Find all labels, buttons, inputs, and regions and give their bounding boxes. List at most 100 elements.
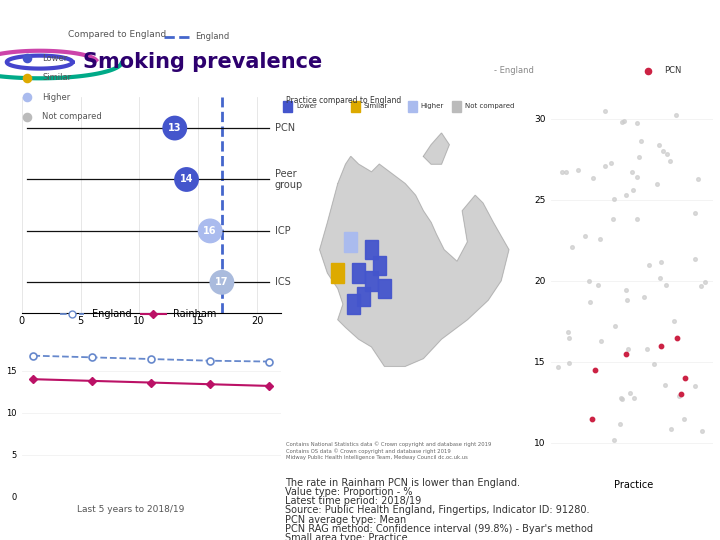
Point — [657, 147, 669, 156]
Point — [643, 261, 654, 269]
Text: Lower: Lower — [42, 54, 68, 63]
Text: 24: 24 — [10, 11, 27, 24]
Point — [552, 362, 564, 371]
Point — [631, 214, 642, 223]
Polygon shape — [423, 133, 449, 164]
Point — [631, 172, 643, 181]
Point — [620, 349, 631, 358]
Point — [664, 157, 675, 165]
Point — [594, 234, 606, 243]
Text: PCN average type: Mean: PCN average type: Mean — [285, 515, 406, 524]
Point — [628, 394, 639, 402]
Point — [661, 150, 672, 159]
Point — [615, 394, 626, 402]
Text: 17: 17 — [215, 278, 229, 287]
Point — [665, 424, 677, 433]
Text: PCN RAG method: Confidence interval (99.8%) - Byar's method: PCN RAG method: Confidence interval (99.… — [285, 524, 593, 534]
Text: Last 5 years to 2018/19: Last 5 years to 2018/19 — [77, 505, 184, 514]
Point — [671, 333, 683, 342]
Point — [560, 167, 572, 176]
Text: Practice compared to England: Practice compared to England — [286, 96, 401, 105]
Point — [610, 322, 621, 330]
Point — [562, 328, 574, 337]
Bar — [344, 232, 357, 252]
Point — [16, 222, 27, 231]
Point — [655, 257, 667, 266]
Point — [16, 231, 27, 240]
Point — [628, 186, 639, 195]
Point — [696, 427, 708, 436]
Point — [169, 124, 181, 132]
Point — [675, 390, 686, 399]
Point — [679, 374, 690, 382]
Point — [556, 167, 567, 176]
Point — [616, 118, 627, 127]
Legend: England, Rainham: England, Rainham — [56, 305, 220, 323]
Text: Peer
group: Peer group — [275, 168, 303, 190]
Point — [606, 159, 617, 168]
Point — [616, 395, 628, 403]
Point — [689, 209, 701, 218]
Text: England: England — [195, 32, 230, 41]
Text: 14: 14 — [180, 174, 193, 185]
Point — [572, 166, 584, 175]
Text: Similar: Similar — [42, 73, 71, 82]
Point — [566, 243, 577, 252]
Point — [621, 191, 632, 199]
Point — [653, 140, 665, 149]
Text: Value type: Proportion - %: Value type: Proportion - % — [285, 487, 413, 497]
Point — [700, 278, 711, 286]
Point — [585, 298, 596, 306]
Point — [678, 415, 690, 423]
Point — [689, 254, 701, 263]
Point — [608, 194, 620, 203]
Point — [618, 117, 630, 126]
Text: - England: - England — [494, 66, 534, 76]
Bar — [365, 271, 378, 291]
Text: Not compared: Not compared — [465, 103, 514, 109]
Bar — [284, 101, 292, 112]
Point — [563, 333, 575, 342]
Point — [204, 227, 216, 235]
Point — [642, 345, 653, 354]
Bar — [408, 101, 417, 112]
Point — [660, 381, 671, 389]
Point — [623, 345, 634, 353]
Point — [631, 119, 643, 127]
Text: Contains National Statistics data © Crown copyright and database right 2019
Cont: Contains National Statistics data © Crow… — [286, 442, 491, 460]
Bar — [352, 264, 365, 283]
Text: Source: Public Health England, Fingertips, Indicator ID: 91280.: Source: Public Health England, Fingertip… — [285, 505, 590, 515]
Text: Lower: Lower — [297, 103, 318, 109]
Point — [181, 175, 192, 184]
Point — [608, 436, 620, 444]
Point — [661, 281, 672, 289]
Bar — [378, 279, 391, 298]
Point — [624, 388, 636, 397]
Bar — [365, 240, 378, 259]
Point — [599, 107, 611, 116]
Text: Higher: Higher — [420, 103, 444, 109]
Bar — [347, 294, 360, 314]
Text: 16: 16 — [203, 226, 217, 236]
Point — [600, 162, 611, 171]
Point — [564, 359, 575, 367]
Point — [16, 227, 27, 235]
Point — [586, 414, 598, 423]
Point — [621, 295, 633, 304]
Point — [696, 282, 707, 291]
Point — [621, 286, 632, 295]
Bar — [351, 101, 360, 112]
Point — [668, 317, 680, 326]
Bar — [357, 287, 370, 306]
Point — [614, 420, 626, 428]
Text: Not compared: Not compared — [42, 112, 102, 121]
Polygon shape — [320, 157, 509, 366]
Point — [652, 180, 663, 188]
Point — [608, 214, 619, 223]
Point — [626, 167, 638, 176]
Text: ICS: ICS — [275, 278, 291, 287]
Text: Latest time period: 2018/19: Latest time period: 2018/19 — [285, 496, 421, 506]
Text: 13: 13 — [168, 123, 181, 133]
Bar — [452, 101, 461, 112]
Point — [580, 232, 591, 240]
